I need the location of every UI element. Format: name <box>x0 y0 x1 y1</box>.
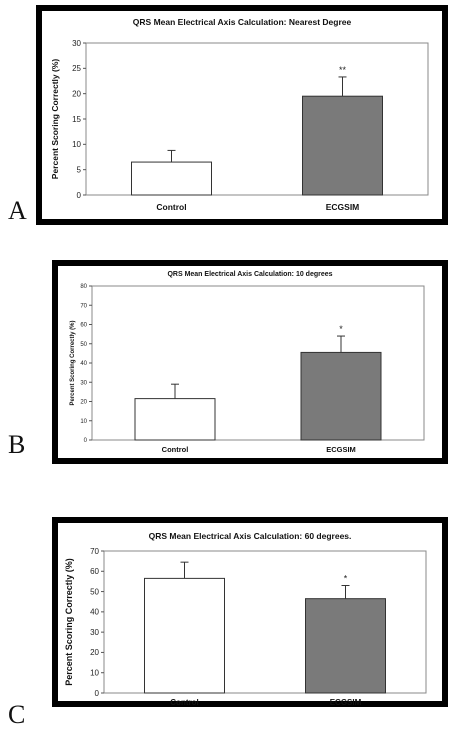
y-tick-label: 80 <box>80 284 87 290</box>
y-tick-label: 30 <box>80 380 87 386</box>
y-tick-label: 20 <box>72 89 81 98</box>
y-tick-label: 40 <box>80 361 87 367</box>
y-tick-label: 0 <box>77 191 82 200</box>
category-label: Control <box>170 698 198 707</box>
chart-panel-b: QRS Mean Electrical Axis Calculation: 10… <box>52 260 448 464</box>
bar-chart-b: QRS Mean Electrical Axis Calculation: 10… <box>58 266 442 458</box>
y-tick-label: 20 <box>90 648 99 657</box>
panel-letter-c: C <box>8 700 26 729</box>
y-tick-label: 70 <box>90 547 99 556</box>
category-label: Control <box>162 445 189 454</box>
y-tick-label: 50 <box>80 342 87 348</box>
y-tick-label: 10 <box>80 419 87 425</box>
y-axis-label: Percent Scoring Correctly (%) <box>50 59 60 180</box>
y-tick-label: 10 <box>72 140 81 149</box>
category-label: ECGSIM <box>326 202 360 212</box>
y-axis-label: Percent Scoring Correctly (%) <box>70 320 76 405</box>
panel-letter-a: A <box>8 196 27 225</box>
significance-marker: * <box>339 324 343 334</box>
y-tick-label: 0 <box>84 438 88 444</box>
y-tick-label: 0 <box>95 689 100 698</box>
y-tick-label: 15 <box>72 115 81 124</box>
significance-marker: ** <box>339 65 347 75</box>
bar-ecgsim <box>300 351 382 441</box>
y-tick-label: 5 <box>77 165 82 174</box>
y-axis-label: Percent Scoring Correctly (%) <box>64 558 74 686</box>
bar-ecgsim <box>302 95 383 196</box>
y-tick-label: 50 <box>90 587 99 596</box>
chart-panel-c: QRS Mean Electrical Axis Calculation: 60… <box>52 517 448 707</box>
bar-control <box>131 161 212 196</box>
chart-panel-a: QRS Mean Electrical Axis Calculation: Ne… <box>36 5 448 225</box>
bar-chart-a: QRS Mean Electrical Axis Calculation: Ne… <box>42 11 442 219</box>
y-tick-label: 70 <box>80 303 87 309</box>
y-tick-label: 30 <box>72 39 81 48</box>
category-label: Control <box>156 202 186 212</box>
chart-title: QRS Mean Electrical Axis Calculation: 60… <box>149 531 352 541</box>
bar-control <box>134 398 216 441</box>
y-tick-label: 30 <box>90 628 99 637</box>
category-label: ECGSIM <box>330 698 362 707</box>
significance-marker: * <box>344 573 348 583</box>
panel-letter-b: B <box>8 430 26 459</box>
y-tick-label: 10 <box>90 669 99 678</box>
chart-title: QRS Mean Electrical Axis Calculation: 10… <box>167 271 332 278</box>
bar-control <box>144 577 225 694</box>
chart-title: QRS Mean Electrical Axis Calculation: Ne… <box>133 17 352 27</box>
y-tick-label: 20 <box>80 400 87 406</box>
y-tick-label: 60 <box>80 323 87 329</box>
plot-area <box>103 550 427 694</box>
bar-chart-c: QRS Mean Electrical Axis Calculation: 60… <box>58 523 442 707</box>
y-tick-label: 40 <box>90 608 99 617</box>
y-tick-label: 60 <box>90 567 99 576</box>
y-tick-label: 25 <box>72 64 81 73</box>
category-label: ECGSIM <box>326 445 356 454</box>
bar-ecgsim <box>305 598 386 694</box>
chart-background <box>58 266 442 458</box>
